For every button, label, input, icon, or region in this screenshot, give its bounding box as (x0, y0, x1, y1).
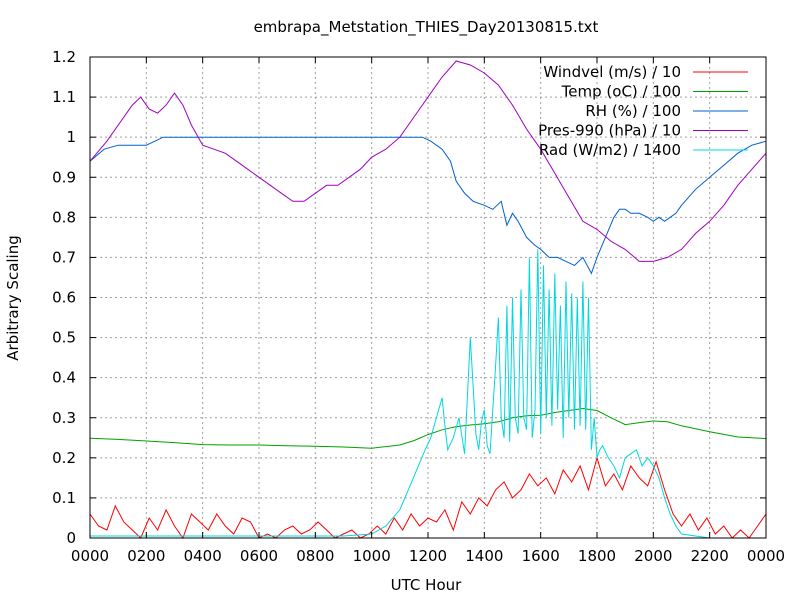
y-tick-label: 1 (66, 128, 76, 146)
y-tick-label: 0.4 (52, 369, 76, 387)
y-tick-label: 0.2 (52, 449, 76, 467)
x-tick-label: 0200 (127, 547, 165, 565)
y-tick-label: 0.8 (52, 208, 76, 226)
x-tick-label: 0000 (747, 547, 785, 565)
legend-label: Temp (oC) / 100 (561, 83, 681, 101)
x-tick-label: 0400 (184, 547, 222, 565)
series-line-4 (89, 60, 767, 262)
y-tick-label: 1.2 (52, 48, 76, 66)
x-tick-label: 1800 (578, 547, 616, 565)
y-tick-label: 0.3 (52, 409, 76, 427)
legend-label: Windvel (m/s) / 10 (543, 63, 681, 81)
x-tick-label: 1000 (353, 547, 391, 565)
chart-title: embrapa_Metstation_THIES_Day20130815.txt (254, 18, 599, 37)
x-tick-label: 0600 (240, 547, 278, 565)
y-tick-label: 1.1 (52, 88, 76, 106)
legend-label: Pres-990 (hPa) / 10 (538, 122, 681, 140)
y-tick-label: 0.5 (52, 329, 76, 347)
x-tick-label: 1600 (522, 547, 560, 565)
y-axis-label: Arbitrary Scaling (4, 235, 22, 361)
y-tick-label: 0.7 (52, 248, 76, 266)
x-tick-label: 2000 (634, 547, 672, 565)
y-tick-label: 0.6 (52, 289, 76, 307)
x-tick-label: 1400 (465, 547, 503, 565)
series-line-1 (89, 455, 767, 540)
legend-label: RH (%) / 100 (585, 102, 681, 120)
y-tick-label: 0.1 (52, 489, 76, 507)
series-line-3 (89, 136, 767, 275)
legend-label: Rad (W/m2) / 1400 (539, 141, 681, 159)
y-tick-label: 0 (66, 529, 76, 547)
x-tick-label: 0000 (71, 547, 109, 565)
x-tick-label: 0800 (296, 547, 334, 565)
y-tick-label: 0.9 (52, 168, 76, 186)
ticks: 0000 0200 0400 0600 0800 1000 1200 1400 1600 1800… (52, 48, 785, 565)
series-line-2 (89, 407, 767, 449)
series-layer (89, 60, 767, 540)
x-axis-label: UTC Hour (391, 576, 462, 594)
x-tick-label: 1200 (409, 547, 447, 565)
series-line-5 (90, 249, 766, 539)
x-tick-label: 2200 (691, 547, 729, 565)
